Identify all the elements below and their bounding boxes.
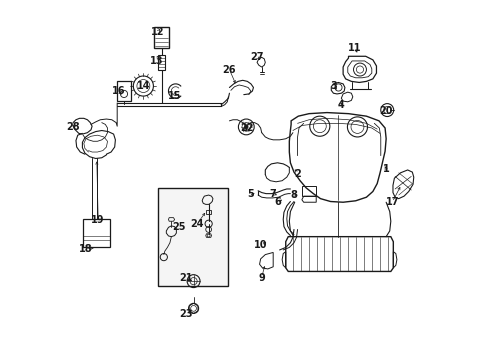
Text: 12: 12	[151, 27, 164, 37]
Text: 3: 3	[329, 81, 336, 91]
Circle shape	[244, 125, 247, 129]
Text: 1: 1	[382, 164, 389, 174]
Text: 14: 14	[136, 81, 150, 91]
Text: 23: 23	[179, 310, 193, 319]
Text: 21: 21	[179, 273, 193, 283]
Text: 28: 28	[66, 122, 80, 132]
Text: 10: 10	[253, 240, 267, 250]
Bar	[158, 188, 228, 286]
Text: 24: 24	[190, 219, 203, 229]
Text: 19: 19	[91, 215, 105, 225]
Bar	[206, 210, 210, 214]
Text: 16: 16	[111, 86, 125, 96]
Text: 25: 25	[172, 222, 185, 232]
Text: 15: 15	[167, 91, 181, 101]
Text: 5: 5	[247, 189, 254, 199]
Text: 2: 2	[294, 168, 300, 179]
Text: 18: 18	[79, 244, 93, 254]
Text: 11: 11	[347, 43, 361, 53]
Text: 20: 20	[379, 106, 392, 116]
Text: 6: 6	[274, 197, 280, 207]
Bar	[83, 219, 110, 247]
Text: 9: 9	[258, 273, 264, 283]
Text: 8: 8	[290, 190, 297, 200]
Text: 13: 13	[150, 56, 163, 66]
Text: 17: 17	[385, 197, 398, 207]
Text: 7: 7	[269, 189, 276, 199]
Text: 27: 27	[250, 52, 263, 62]
Text: 26: 26	[222, 64, 236, 75]
Bar	[117, 81, 131, 101]
Text: 22: 22	[240, 123, 254, 133]
Bar	[301, 186, 316, 196]
Bar	[154, 27, 169, 48]
Text: 4: 4	[337, 100, 343, 110]
